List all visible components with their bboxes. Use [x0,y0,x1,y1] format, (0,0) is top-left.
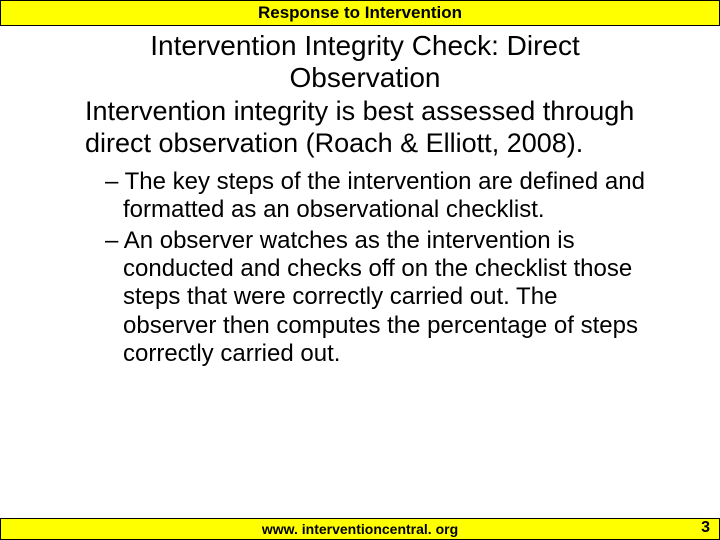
bullet-marker: – [105,168,125,195]
bullet-text: An observer watches as the intervention … [123,227,638,367]
header-title: Response to Intervention [258,3,462,22]
list-item: – The key steps of the intervention are … [105,168,645,225]
content-area: Intervention Integrity Check: Direct Obs… [0,26,720,368]
header-bar: Response to Intervention [0,0,720,26]
list-item: – An observer watches as the interventio… [105,227,645,369]
body-text: Intervention integrity is best assessed … [85,96,645,160]
slide-title: Intervention Integrity Check: Direct Obs… [85,30,645,94]
bullet-list: – The key steps of the intervention are … [85,168,645,368]
page-number: 3 [701,519,710,537]
bullet-text: The key steps of the intervention are de… [123,168,645,223]
footer-bar: www. interventioncentral. org [0,518,720,540]
bullet-marker: – [105,227,124,254]
footer-url: www. interventioncentral. org [262,521,458,537]
